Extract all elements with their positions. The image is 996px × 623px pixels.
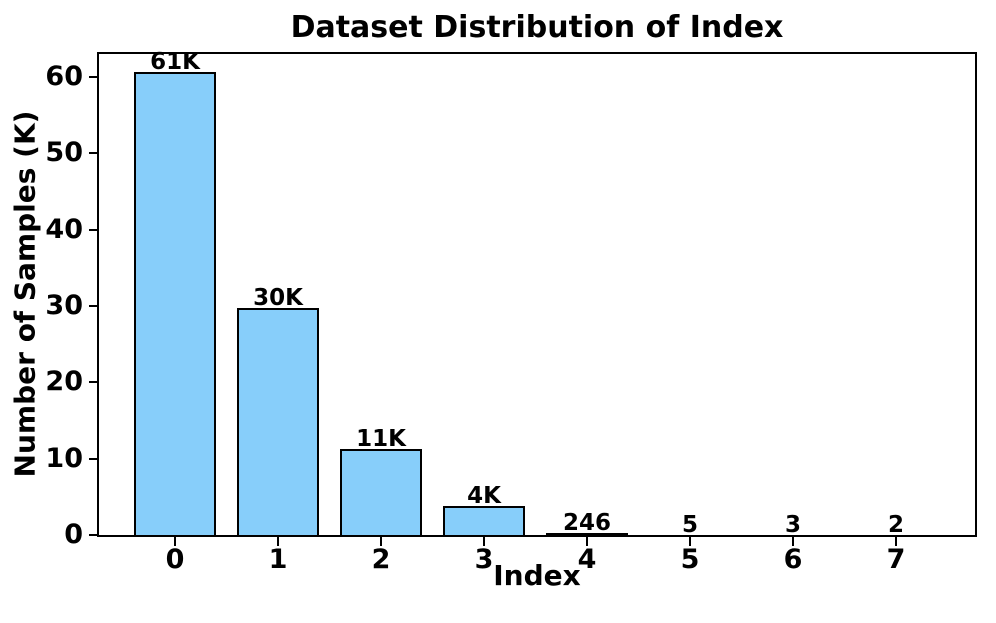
y-tick-mark [89, 75, 97, 78]
x-tick-mark [586, 537, 588, 546]
y-tick-label: 60 [45, 60, 83, 92]
y-tick-label: 0 [64, 519, 83, 550]
y-tick-mark [89, 304, 97, 307]
bar-index-3 [443, 506, 525, 535]
bar-index-1 [237, 308, 319, 535]
y-tick-mark [89, 152, 97, 155]
x-tick-label-4: 4 [577, 544, 597, 575]
bar-index-0 [134, 72, 216, 535]
bar-value-label-3: 4K [467, 483, 501, 509]
x-tick-label-0: 0 [165, 544, 185, 575]
y-tick-label: 50 [45, 137, 83, 169]
bar-value-label-7: 2 [887, 512, 905, 538]
bar-index-2 [340, 449, 422, 535]
bar-value-label-4: 246 [562, 510, 612, 537]
x-tick-mark [174, 537, 176, 546]
y-tick-label: 30 [45, 289, 83, 321]
chart-title: Dataset Distribution of Index [290, 10, 784, 45]
y-tick-mark [89, 228, 97, 231]
x-tick-mark [895, 537, 897, 546]
plot-area [97, 52, 977, 537]
y-tick-label: 10 [45, 442, 83, 474]
x-tick-mark [689, 537, 691, 546]
y-tick-label: 40 [45, 213, 83, 245]
bar-value-label-0: 61K [150, 48, 200, 75]
x-tick-label-2: 2 [371, 544, 391, 575]
x-tick-label-3: 3 [474, 544, 494, 575]
x-tick-label-5: 5 [680, 544, 700, 575]
bar-index-4 [546, 533, 628, 535]
bar-value-label-2: 11K [356, 425, 406, 452]
x-tick-mark [277, 537, 279, 546]
x-tick-mark [792, 537, 794, 546]
x-tick-mark [483, 537, 485, 546]
y-tick-mark [89, 534, 97, 536]
x-axis-label: Index [493, 559, 581, 592]
y-tick-mark [89, 457, 97, 460]
y-tick-label: 20 [45, 366, 83, 398]
bar-value-label-5: 5 [681, 511, 699, 538]
y-tick-mark [89, 381, 97, 384]
x-tick-label-6: 6 [783, 544, 803, 575]
x-tick-label-1: 1 [268, 544, 288, 575]
x-tick-mark [380, 537, 382, 546]
x-tick-label-7: 7 [886, 544, 906, 575]
bar-value-label-1: 30K [253, 285, 303, 312]
bar-value-label-6: 3 [784, 511, 802, 538]
